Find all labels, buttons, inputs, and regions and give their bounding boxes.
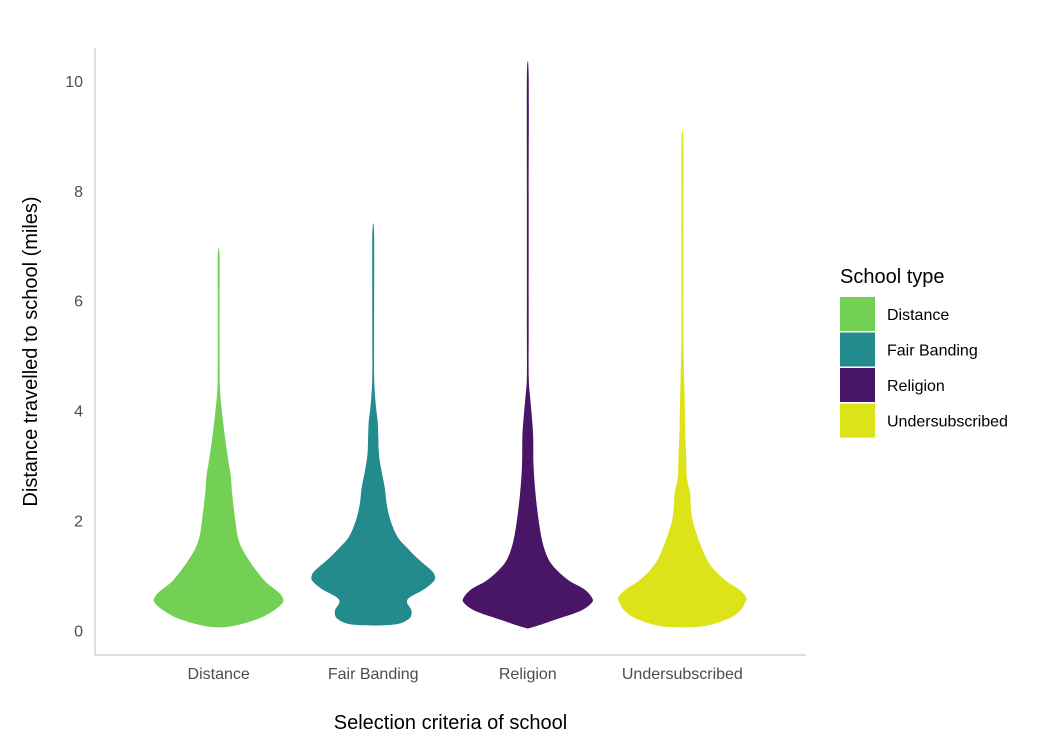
x-tick-labels: Distance Fair Banding Religion Undersubscri…	[188, 666, 743, 683]
x-tick-label: Distance	[188, 666, 250, 683]
legend-title: School type	[840, 266, 945, 288]
axes-layer	[94, 48, 806, 656]
legend-label: Religion	[887, 378, 945, 395]
y-tick-label: 8	[74, 184, 83, 201]
legend-swatch	[840, 332, 875, 367]
violin-religion	[462, 61, 593, 629]
x-tick-label: Religion	[499, 666, 557, 683]
x-axis-title: Selection criteria of school	[334, 712, 567, 734]
legend-swatch	[840, 297, 875, 331]
legend-swatch	[840, 368, 875, 402]
y-tick-label: 4	[74, 404, 83, 421]
legend-label: Undersubscribed	[887, 414, 1008, 431]
violin-distance	[153, 248, 284, 628]
violin-undersubscribed	[617, 129, 747, 628]
violins-layer	[153, 61, 747, 629]
y-tick-label: 0	[74, 623, 83, 640]
y-tick-labels: 0 2 4 6 8 10	[65, 74, 83, 640]
y-tick-label: 6	[74, 294, 83, 311]
x-tick-label: Undersubscribed	[622, 666, 743, 683]
y-tick-label: 2	[74, 513, 83, 530]
y-axis-title: Distance travelled to school (miles)	[20, 196, 42, 506]
legend-swatch	[840, 403, 875, 438]
x-tick-label: Fair Banding	[328, 666, 419, 683]
legend-label: Distance	[887, 307, 949, 324]
legend-items: Distance Fair Banding Religion Undersubscri…	[840, 297, 1008, 438]
violin-fair-banding	[311, 223, 436, 626]
legend: School type Distance Fair Banding Religion…	[840, 266, 1008, 438]
y-tick-label: 10	[65, 74, 83, 91]
legend-label: Fair Banding	[887, 343, 978, 360]
